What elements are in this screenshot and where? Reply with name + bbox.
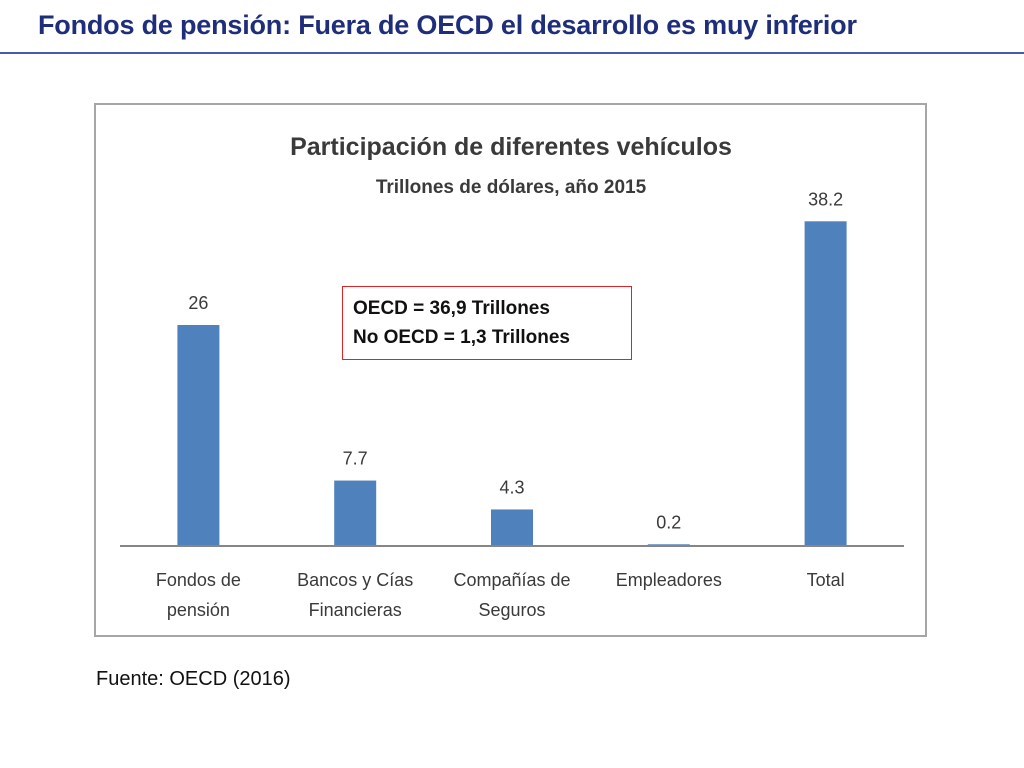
- oecd-annotation-box: OECD = 36,9 Trillones No OECD = 1,3 Tril…: [342, 286, 632, 360]
- data-label: 0.2: [656, 512, 681, 532]
- labels-layer: 26 7.7 4.3 0.2 38.2: [188, 189, 843, 532]
- bar: [491, 509, 533, 546]
- annotation-oecd-text: OECD = 36,9 Trillones: [353, 298, 550, 319]
- bar: [804, 221, 847, 547]
- slide-title: Fondos de pensión: Fuera de OECD el desa…: [38, 10, 857, 40]
- annotation-non-oecd-text: No OECD = 1,3 Trillones: [353, 327, 570, 348]
- data-label: 38.2: [808, 189, 843, 209]
- data-label: 7.7: [343, 449, 368, 469]
- category-label: Fondos de pensión: [156, 570, 241, 620]
- bars-layer: [177, 221, 847, 547]
- data-label: 26: [188, 293, 208, 313]
- category-label: Total: [807, 570, 845, 590]
- bar-chart: Participación de diferentes vehículos Tr…: [120, 133, 904, 620]
- category-label: Bancos y Cías Financieras: [297, 570, 413, 620]
- source-note: Fuente: OECD (2016): [96, 668, 291, 690]
- chart-title: Participación de diferentes vehículos: [290, 133, 732, 161]
- category-label: Compañías de Seguros: [453, 570, 570, 620]
- data-label: 4.3: [499, 477, 524, 497]
- category-label: Empleadores: [616, 570, 722, 590]
- title-divider: [0, 52, 1024, 54]
- chart-subtitle: Trillones de dólares, año 2015: [376, 177, 647, 198]
- bar: [177, 325, 220, 546]
- category-labels-layer: Fondos de pensión Bancos y Cías Financieras…: [156, 570, 845, 620]
- chart-frame: Participación de diferentes vehículos Tr…: [94, 103, 927, 637]
- bar: [334, 480, 377, 546]
